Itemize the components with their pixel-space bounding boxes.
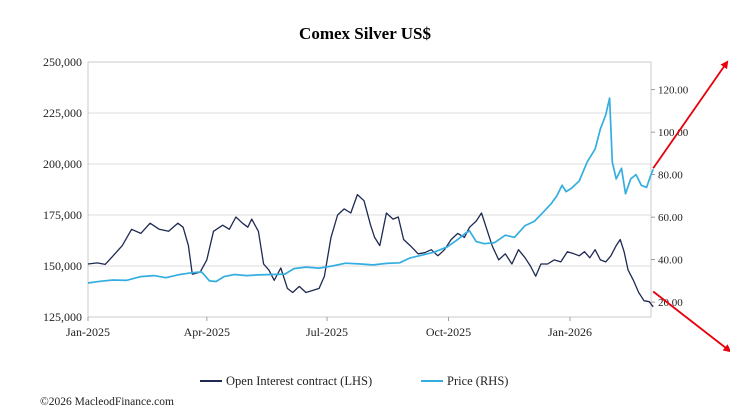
series-line-price bbox=[87, 97, 654, 284]
x-tick-label: Apr-2025 bbox=[184, 325, 230, 339]
y-right-tick-label: 120.00 bbox=[658, 85, 689, 97]
y-right-tick-label: 80.00 bbox=[658, 170, 683, 182]
credit-text: ©2026 MacleodFinance.com bbox=[40, 396, 174, 408]
y-left-tick-label: 200,000 bbox=[43, 157, 82, 171]
series bbox=[87, 97, 654, 308]
y-right-tick-label: 100.00 bbox=[658, 127, 689, 139]
x-tick-label: Jan-2025 bbox=[66, 325, 110, 339]
gridlines bbox=[88, 112, 651, 267]
annotations bbox=[652, 60, 730, 353]
series-line-open-interest bbox=[87, 193, 654, 308]
y-left-tick-label: 250,000 bbox=[43, 55, 82, 69]
y-left-tick-label: 175,000 bbox=[43, 208, 82, 222]
x-axis: Jan-2025 Apr-2025 Jul-2025 Oct-2025 Jan-2026 bbox=[66, 317, 592, 339]
y-left-tick-label: 150,000 bbox=[43, 259, 82, 273]
y-left-tick-label: 125,000 bbox=[43, 310, 82, 324]
annotation-arrow-up bbox=[652, 60, 729, 169]
y-right-tick-label: 60.00 bbox=[658, 212, 683, 224]
x-tick-label: Jan-2026 bbox=[548, 325, 592, 339]
x-tick-label: Jul-2025 bbox=[306, 325, 348, 339]
y-right-tick-label: 40.00 bbox=[658, 255, 683, 267]
legend: Open Interest contract (LHS) Price (RHS) bbox=[200, 374, 508, 388]
legend-label-price: Price (RHS) bbox=[447, 374, 508, 388]
chart-title: Comex Silver US$ bbox=[299, 24, 431, 43]
annotation-arrow-down bbox=[652, 290, 730, 353]
x-tick-label: Oct-2025 bbox=[426, 325, 471, 339]
y-left-tick-label: 225,000 bbox=[43, 106, 82, 120]
legend-label-open-interest: Open Interest contract (LHS) bbox=[226, 374, 372, 388]
plot-frame bbox=[87, 61, 652, 318]
left-axis: 125,000 150,000 175,000 200,000 225,000 250,0… bbox=[43, 55, 82, 324]
